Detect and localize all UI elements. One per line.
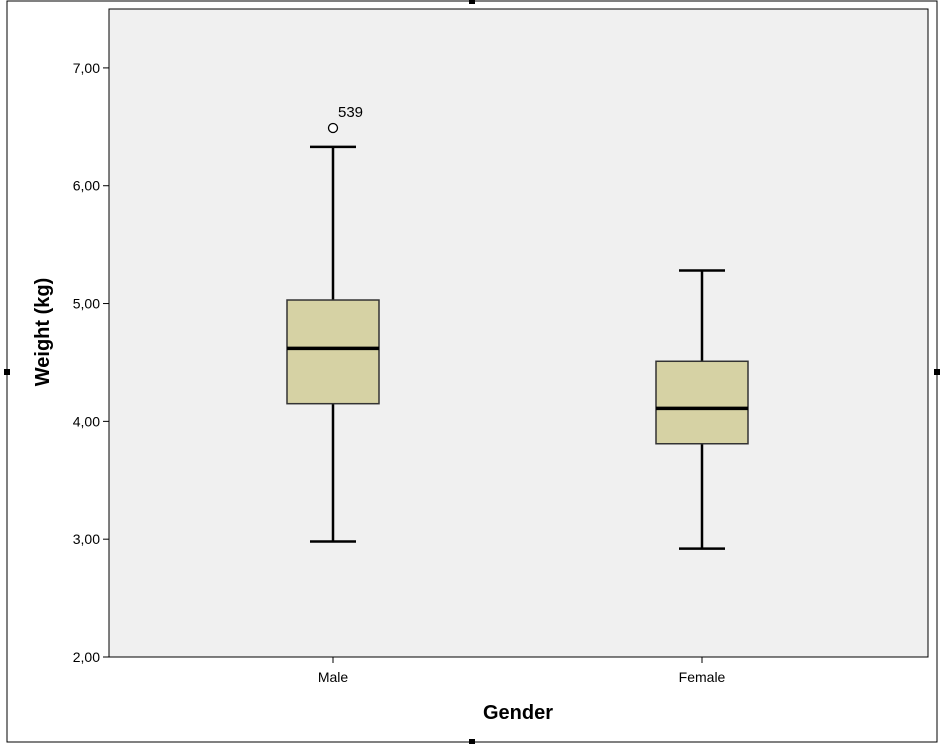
x-tick-label-female: Female [679,669,726,685]
outlier-point-male [327,122,339,134]
frame-handle [469,739,475,744]
frame-handle [469,0,475,4]
frame-handle [4,369,10,375]
box-male: 539 [286,104,380,543]
x-tick-label-male: Male [318,669,349,685]
plot-area [108,8,929,658]
y-tick-label: 6,00 [73,178,100,194]
outlier-label-male: 539 [338,104,363,121]
y-tick-label: 2,00 [73,649,100,665]
y-tick-label: 4,00 [73,413,100,429]
box-female [655,269,749,550]
iqr-box-female [655,360,749,445]
y-tick-label: 3,00 [73,531,100,547]
y-axis-title: Weight (kg) [32,278,54,387]
y-tick-label: 5,00 [73,296,100,312]
y-tick-label: 7,00 [73,60,100,76]
frame-handle [934,369,940,375]
x-axis-title: Gender [483,702,553,724]
iqr-box-male [286,299,380,405]
